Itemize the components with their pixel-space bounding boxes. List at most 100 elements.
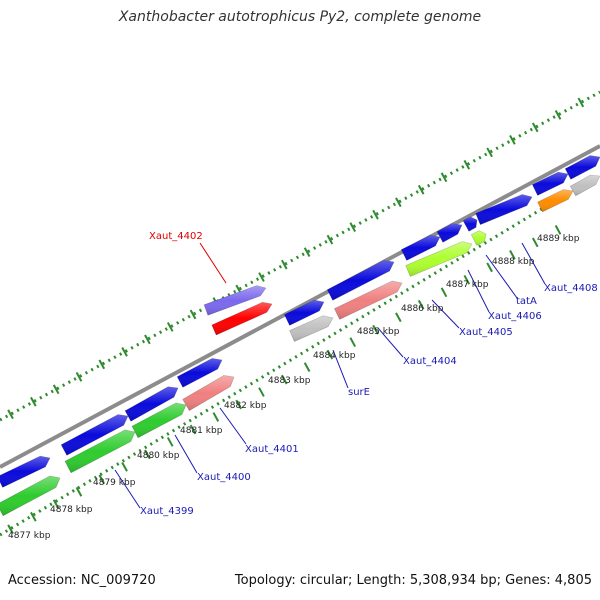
major-tick xyxy=(30,396,37,407)
leader-line xyxy=(199,242,227,284)
major-tick xyxy=(417,184,425,195)
major-tick xyxy=(189,424,197,435)
gene-label-xaut-4408[interactable]: Xaut_4408 xyxy=(544,283,598,294)
scale-label: 4885 kbp xyxy=(357,327,400,337)
scale-label: 4889 kbp xyxy=(537,234,580,244)
leader-line xyxy=(521,242,546,285)
major-tick xyxy=(440,287,448,298)
major-tick xyxy=(486,262,493,273)
gene-arrow-shading xyxy=(211,302,272,335)
major-tick xyxy=(121,347,128,357)
major-tick xyxy=(509,250,516,260)
major-tick xyxy=(577,97,585,108)
major-tick xyxy=(281,259,288,270)
gene-arrow-shading xyxy=(334,281,402,320)
gene-label-xaut-4401[interactable]: Xaut_4401 xyxy=(245,444,299,455)
scale-label: 4881 kbp xyxy=(180,426,223,436)
major-tick xyxy=(349,222,357,233)
gene-arrow-shading xyxy=(125,386,178,422)
gene-label-xaut-4399[interactable]: Xaut_4399 xyxy=(140,506,194,517)
genome-summary-text: Topology: circular; Length: 5,308,934 bp… xyxy=(234,573,592,588)
leader-line xyxy=(114,469,141,509)
major-tick xyxy=(52,384,60,395)
major-tick xyxy=(554,110,562,120)
major-tick xyxy=(509,135,516,145)
gene-label-xaut-4405[interactable]: Xaut_4405 xyxy=(459,327,513,338)
gene-arrow-shading xyxy=(0,476,60,516)
major-tick xyxy=(189,309,197,320)
major-tick xyxy=(7,409,14,420)
leader-line xyxy=(485,254,518,299)
gene-arrow-shading xyxy=(405,241,472,277)
gene-arrow-shading xyxy=(204,285,266,316)
scale-label: 4882 kbp xyxy=(224,401,267,411)
major-tick xyxy=(281,374,288,385)
gene-arrow-shading xyxy=(177,358,222,388)
scale-label: 4886 kbp xyxy=(401,304,444,314)
scale-label: 4887 kbp xyxy=(446,280,489,290)
leader-line xyxy=(219,407,247,445)
major-tick xyxy=(166,437,174,447)
gene-label-xaut-4404[interactable]: Xaut_4404 xyxy=(403,356,457,367)
scale-label: 4877 kbp xyxy=(8,531,51,541)
major-tick xyxy=(372,324,379,335)
gene-features xyxy=(0,155,600,517)
gene-label-tata[interactable]: tatA xyxy=(516,296,537,307)
gene-labels: Xaut_4399 Xaut_4400 Xaut_4401 Xaut_4402 … xyxy=(140,231,598,517)
gene-arrow-shading xyxy=(327,260,394,301)
major-tick xyxy=(531,237,539,248)
major-tick xyxy=(486,147,493,158)
gene-label-xaut-4400[interactable]: Xaut_4400 xyxy=(197,472,251,483)
leader-line xyxy=(174,434,198,474)
outer-tick-ring xyxy=(0,90,600,422)
gene-arrow-shading xyxy=(132,403,186,438)
genome-backbone xyxy=(0,144,600,469)
major-tick xyxy=(30,511,37,522)
gene-arrow-shading xyxy=(463,216,477,232)
gene-arrow-shading xyxy=(471,230,486,246)
gene-label-sure[interactable]: surE xyxy=(348,387,370,398)
leader-line xyxy=(377,327,404,358)
scale-label: 4879 kbp xyxy=(93,478,136,488)
accession-text: Accession: NC_009720 xyxy=(8,573,156,588)
label-leader-lines xyxy=(114,242,546,509)
gene-label-xaut-4406[interactable]: Xaut_4406 xyxy=(488,311,542,322)
major-tick xyxy=(440,172,448,183)
gene-arrow-shading xyxy=(182,375,234,411)
gene-arrow-shading xyxy=(61,414,129,456)
major-tick xyxy=(121,462,128,472)
major-tick xyxy=(554,225,562,235)
major-tick xyxy=(75,486,83,497)
major-tick xyxy=(417,299,425,310)
major-tick xyxy=(75,371,83,382)
major-tick xyxy=(349,337,357,348)
gene-arrow-shading xyxy=(532,172,568,196)
gene-label-xaut-4402[interactable]: Xaut_4402 xyxy=(149,231,203,242)
major-tick xyxy=(144,334,151,345)
major-tick xyxy=(395,197,402,208)
scale-label: 4878 kbp xyxy=(50,505,93,515)
scale-label: 4884 kbp xyxy=(313,351,356,361)
gene-arrow-shading xyxy=(437,223,462,243)
major-tick xyxy=(258,272,265,282)
major-tick xyxy=(52,499,60,510)
major-tick xyxy=(531,122,539,133)
gene-arrow-shading xyxy=(289,315,333,342)
major-tick xyxy=(166,322,174,332)
gene-arrow-shading xyxy=(570,175,600,196)
scale-label: 4883 kbp xyxy=(268,376,311,386)
gene-arrow-shading xyxy=(284,300,324,326)
major-tick xyxy=(98,359,106,370)
major-tick xyxy=(303,362,311,372)
major-tick xyxy=(326,234,334,245)
major-tick xyxy=(7,524,14,535)
major-tick xyxy=(258,387,265,397)
gene-arrow-shading xyxy=(475,194,532,225)
major-tick xyxy=(98,474,106,485)
major-tick xyxy=(463,159,471,170)
major-tick xyxy=(395,312,402,323)
inner-tick-ring xyxy=(0,196,561,537)
gene-arrow-shading xyxy=(565,155,600,180)
